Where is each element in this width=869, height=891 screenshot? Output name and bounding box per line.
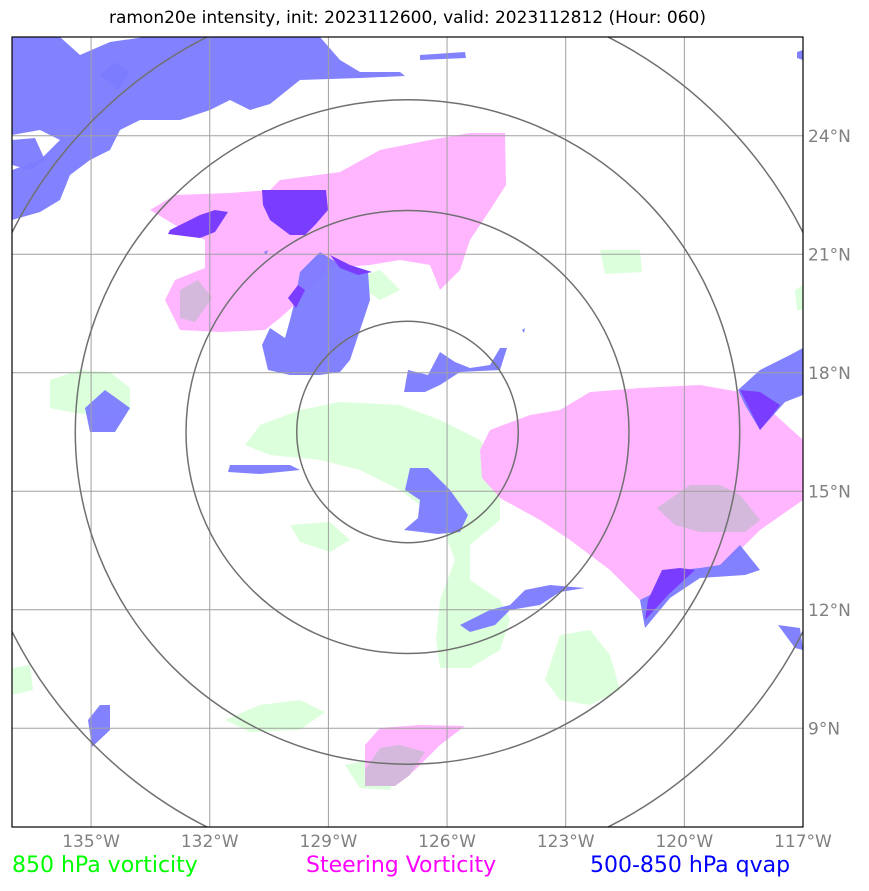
legend-vorticity-850: 850 hPa vorticity (12, 853, 198, 878)
vorticity-850-region (795, 285, 803, 310)
qvap-region (420, 52, 466, 60)
qvap-region (404, 468, 468, 534)
qvap-steering-overlap (645, 568, 695, 620)
map-frame (11, 36, 804, 828)
vorticity-850-region (600, 250, 642, 274)
vorticity-steering-overlap (365, 745, 425, 786)
qvap-region (640, 545, 760, 628)
qvap-region (85, 390, 130, 432)
qvap-region (522, 328, 525, 333)
vorticity-steering-overlap (180, 280, 212, 322)
qvap-region (404, 348, 507, 392)
qvap-steering-overlap (740, 390, 780, 430)
qvap-steering-overlap (168, 210, 228, 238)
field-layer (12, 37, 803, 790)
vorticity-850-region (245, 402, 510, 668)
longitude-labels: 135°W 132°W 129°W 126°W 123°W 120°W 117°W (62, 832, 832, 852)
lon-tick-label: 120°W (655, 832, 713, 852)
lat-tick-label: 18°N (808, 364, 851, 384)
lon-tick-label: 135°W (62, 832, 120, 852)
qvap-steering-overlap (330, 255, 372, 275)
qvap-region (262, 252, 370, 375)
qvap-steering-overlap (262, 190, 328, 235)
vorticity-steering-overlap (657, 485, 760, 532)
legend-qvap: 500-850 hPa qvap (590, 853, 791, 878)
latitude-labels: 9°N 12°N 15°N 18°N 21°N 24°N (808, 127, 851, 740)
range-ring (296, 320, 519, 544)
range-ring (185, 209, 630, 655)
lon-tick-label: 117°W (774, 832, 832, 852)
lon-tick-label: 129°W (300, 832, 358, 852)
lat-tick-label: 15°N (808, 482, 851, 502)
qvap-region (228, 465, 300, 474)
qvap-fills (12, 37, 803, 747)
overlap-fills (168, 190, 780, 786)
qvap-region (797, 50, 803, 60)
vorticity-850-region (290, 522, 350, 552)
gridlines (12, 37, 803, 827)
range-rings (12, 37, 803, 827)
qvap-region (12, 138, 45, 170)
lon-tick-label: 132°W (181, 832, 239, 852)
range-ring (74, 99, 741, 765)
steering-vorticity-region (480, 385, 803, 605)
vorticity-850-region (545, 630, 620, 705)
lat-tick-label: 9°N (808, 719, 840, 739)
lon-tick-label: 123°W (537, 832, 595, 852)
lat-tick-label: 21°N (808, 245, 851, 265)
legend-steering-vorticity: Steering Vorticity (306, 853, 497, 878)
qvap-region (88, 705, 110, 747)
qvap-region (460, 585, 585, 632)
map-title: ramon20e intensity, init: 2023112600, va… (108, 8, 707, 28)
qvap-steering-overlap (288, 285, 305, 308)
qvap-region (100, 62, 130, 90)
vorticity-850-fills (12, 250, 803, 790)
lat-tick-label: 24°N (808, 127, 851, 147)
lat-tick-label: 12°N (808, 601, 851, 621)
vorticity-850-region (12, 665, 33, 695)
lon-tick-label: 126°W (418, 832, 476, 852)
qvap-region (264, 250, 268, 255)
